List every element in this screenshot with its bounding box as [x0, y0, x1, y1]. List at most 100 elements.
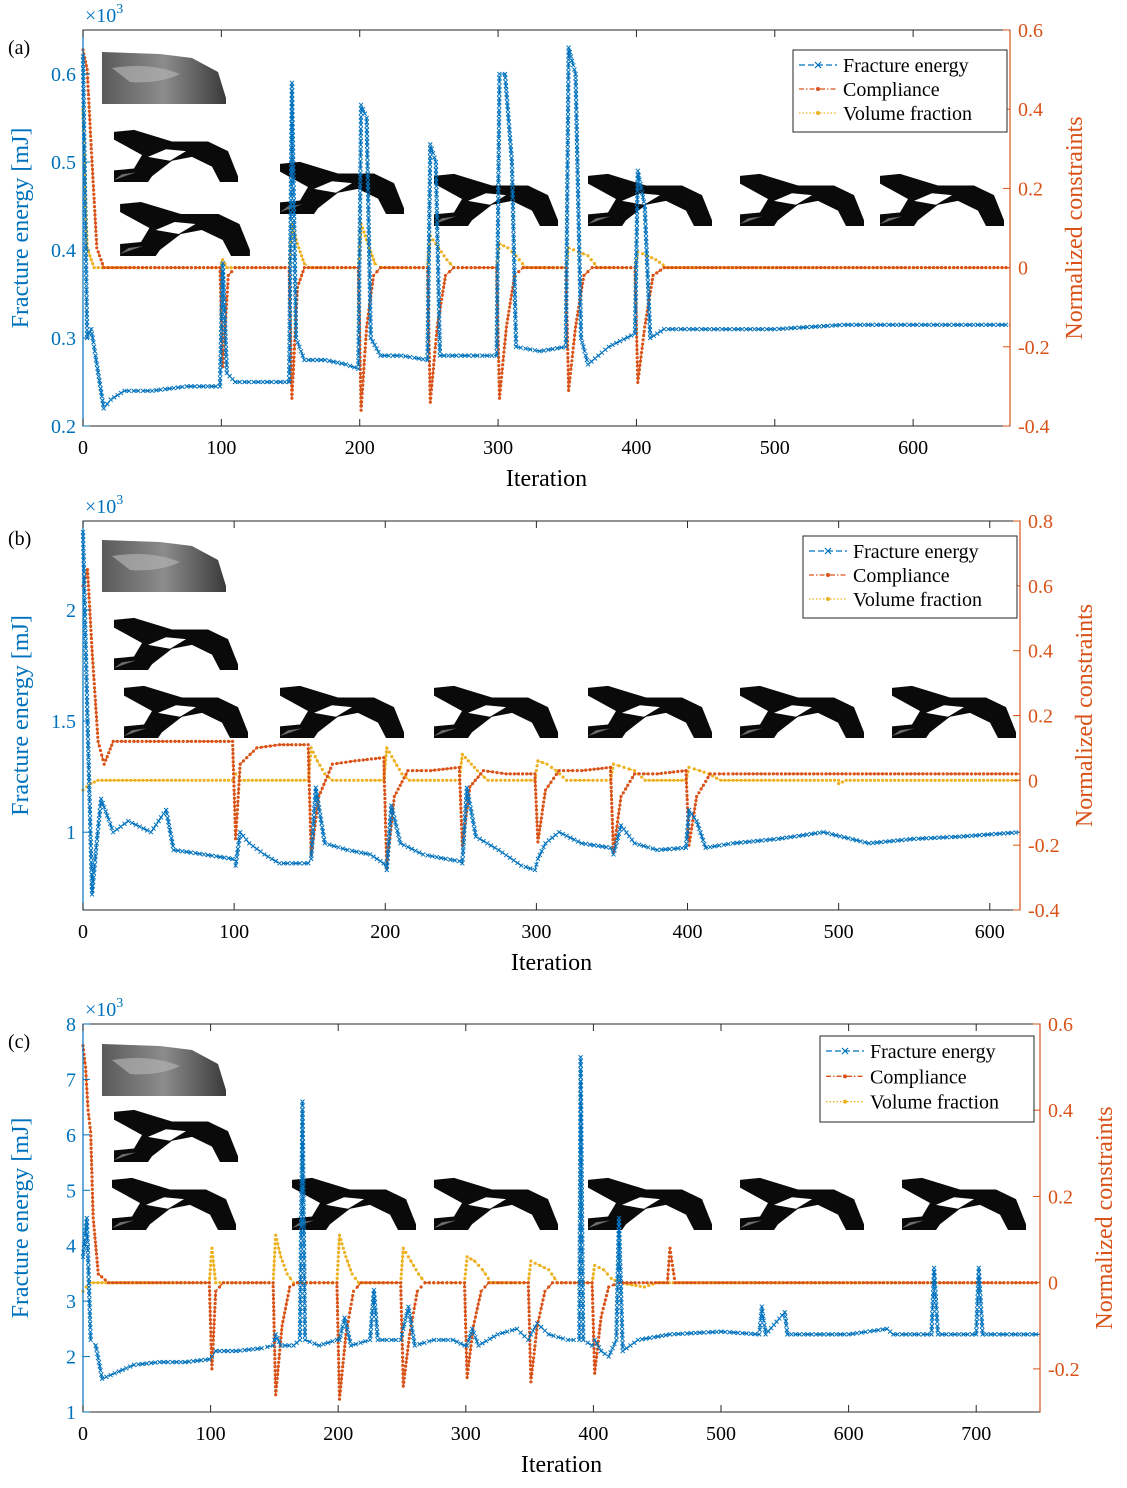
data-point — [237, 787, 241, 791]
data-point — [94, 225, 98, 229]
data-point — [564, 287, 569, 293]
data-point — [254, 778, 258, 782]
data-point — [535, 820, 539, 824]
data-point — [837, 833, 843, 839]
data-point — [368, 323, 373, 329]
data-point — [579, 1184, 585, 1189]
data-point — [967, 322, 972, 328]
data-point — [620, 1340, 625, 1346]
data-point — [641, 199, 647, 204]
data-point — [882, 322, 888, 328]
data-point — [618, 1268, 623, 1273]
data-point — [229, 266, 233, 270]
data-point — [615, 820, 620, 824]
data-point — [223, 330, 228, 335]
data-point — [717, 772, 721, 776]
data-point — [507, 855, 513, 861]
data-point — [240, 833, 246, 839]
data-point — [372, 1304, 378, 1310]
data-point — [591, 1309, 595, 1314]
data-point — [426, 247, 432, 253]
data-point — [463, 1276, 467, 1280]
data-point — [643, 223, 648, 229]
data-point — [539, 816, 544, 820]
data-point — [588, 768, 592, 772]
data-point — [495, 264, 500, 270]
data-point — [92, 348, 98, 354]
data-point — [341, 1365, 345, 1369]
data-point — [86, 771, 92, 776]
data-point — [462, 818, 468, 824]
data-point — [315, 759, 319, 763]
data-point — [542, 800, 546, 804]
data-point — [104, 401, 110, 407]
data-point — [696, 826, 702, 832]
data-point — [87, 803, 93, 809]
data-point — [85, 1256, 91, 1262]
data-point — [857, 1281, 862, 1285]
data-point — [89, 628, 93, 633]
data-point — [144, 827, 150, 833]
data-point — [580, 769, 584, 773]
data-point — [405, 1352, 409, 1356]
data-point — [643, 778, 647, 782]
data-point — [96, 1264, 100, 1268]
data-point — [404, 772, 408, 776]
data-point — [287, 290, 293, 296]
data-point — [366, 211, 371, 217]
data-point — [495, 284, 500, 290]
data-point — [91, 176, 95, 180]
data-point — [312, 1341, 317, 1346]
data-point — [575, 199, 581, 205]
data-point — [1002, 772, 1006, 776]
data-point — [496, 164, 501, 169]
data-point — [634, 229, 640, 235]
data-point — [307, 783, 311, 788]
data-point — [289, 141, 294, 146]
data-point — [283, 266, 287, 270]
data-point — [610, 822, 615, 826]
data-point — [85, 726, 91, 732]
data-point — [687, 765, 691, 770]
data-point — [718, 1329, 724, 1334]
topology-thumbnail — [280, 685, 404, 738]
data-point — [973, 772, 978, 776]
data-point — [849, 322, 855, 328]
data-point — [225, 286, 230, 290]
data-point — [499, 375, 504, 379]
data-point — [92, 858, 98, 863]
data-point — [322, 357, 328, 363]
data-point — [577, 279, 583, 285]
data-point — [154, 387, 159, 393]
data-point — [785, 1281, 790, 1285]
data-point — [84, 327, 90, 333]
data-point — [699, 326, 704, 332]
data-point — [669, 1255, 673, 1259]
data-point — [292, 347, 296, 351]
x-tick-label: 0 — [78, 437, 88, 459]
data-point — [132, 266, 136, 270]
data-point — [458, 353, 464, 358]
data-point — [565, 105, 571, 111]
data-point — [91, 340, 96, 345]
data-point — [536, 840, 540, 844]
data-point — [751, 838, 756, 844]
data-point — [565, 778, 569, 782]
data-point — [283, 1311, 287, 1315]
data-point — [565, 93, 571, 99]
data-point — [401, 1384, 405, 1388]
data-point — [574, 131, 580, 137]
data-point — [527, 1272, 531, 1276]
data-point — [235, 820, 239, 824]
data-point — [368, 331, 374, 337]
data-point — [198, 266, 202, 270]
data-point — [311, 814, 317, 820]
data-point — [364, 127, 370, 133]
data-point — [115, 266, 119, 270]
data-point — [382, 780, 386, 784]
data-point — [302, 1309, 308, 1315]
data-point — [219, 281, 225, 287]
data-point — [425, 852, 430, 858]
data-point — [502, 350, 506, 354]
data-point — [614, 1301, 620, 1306]
